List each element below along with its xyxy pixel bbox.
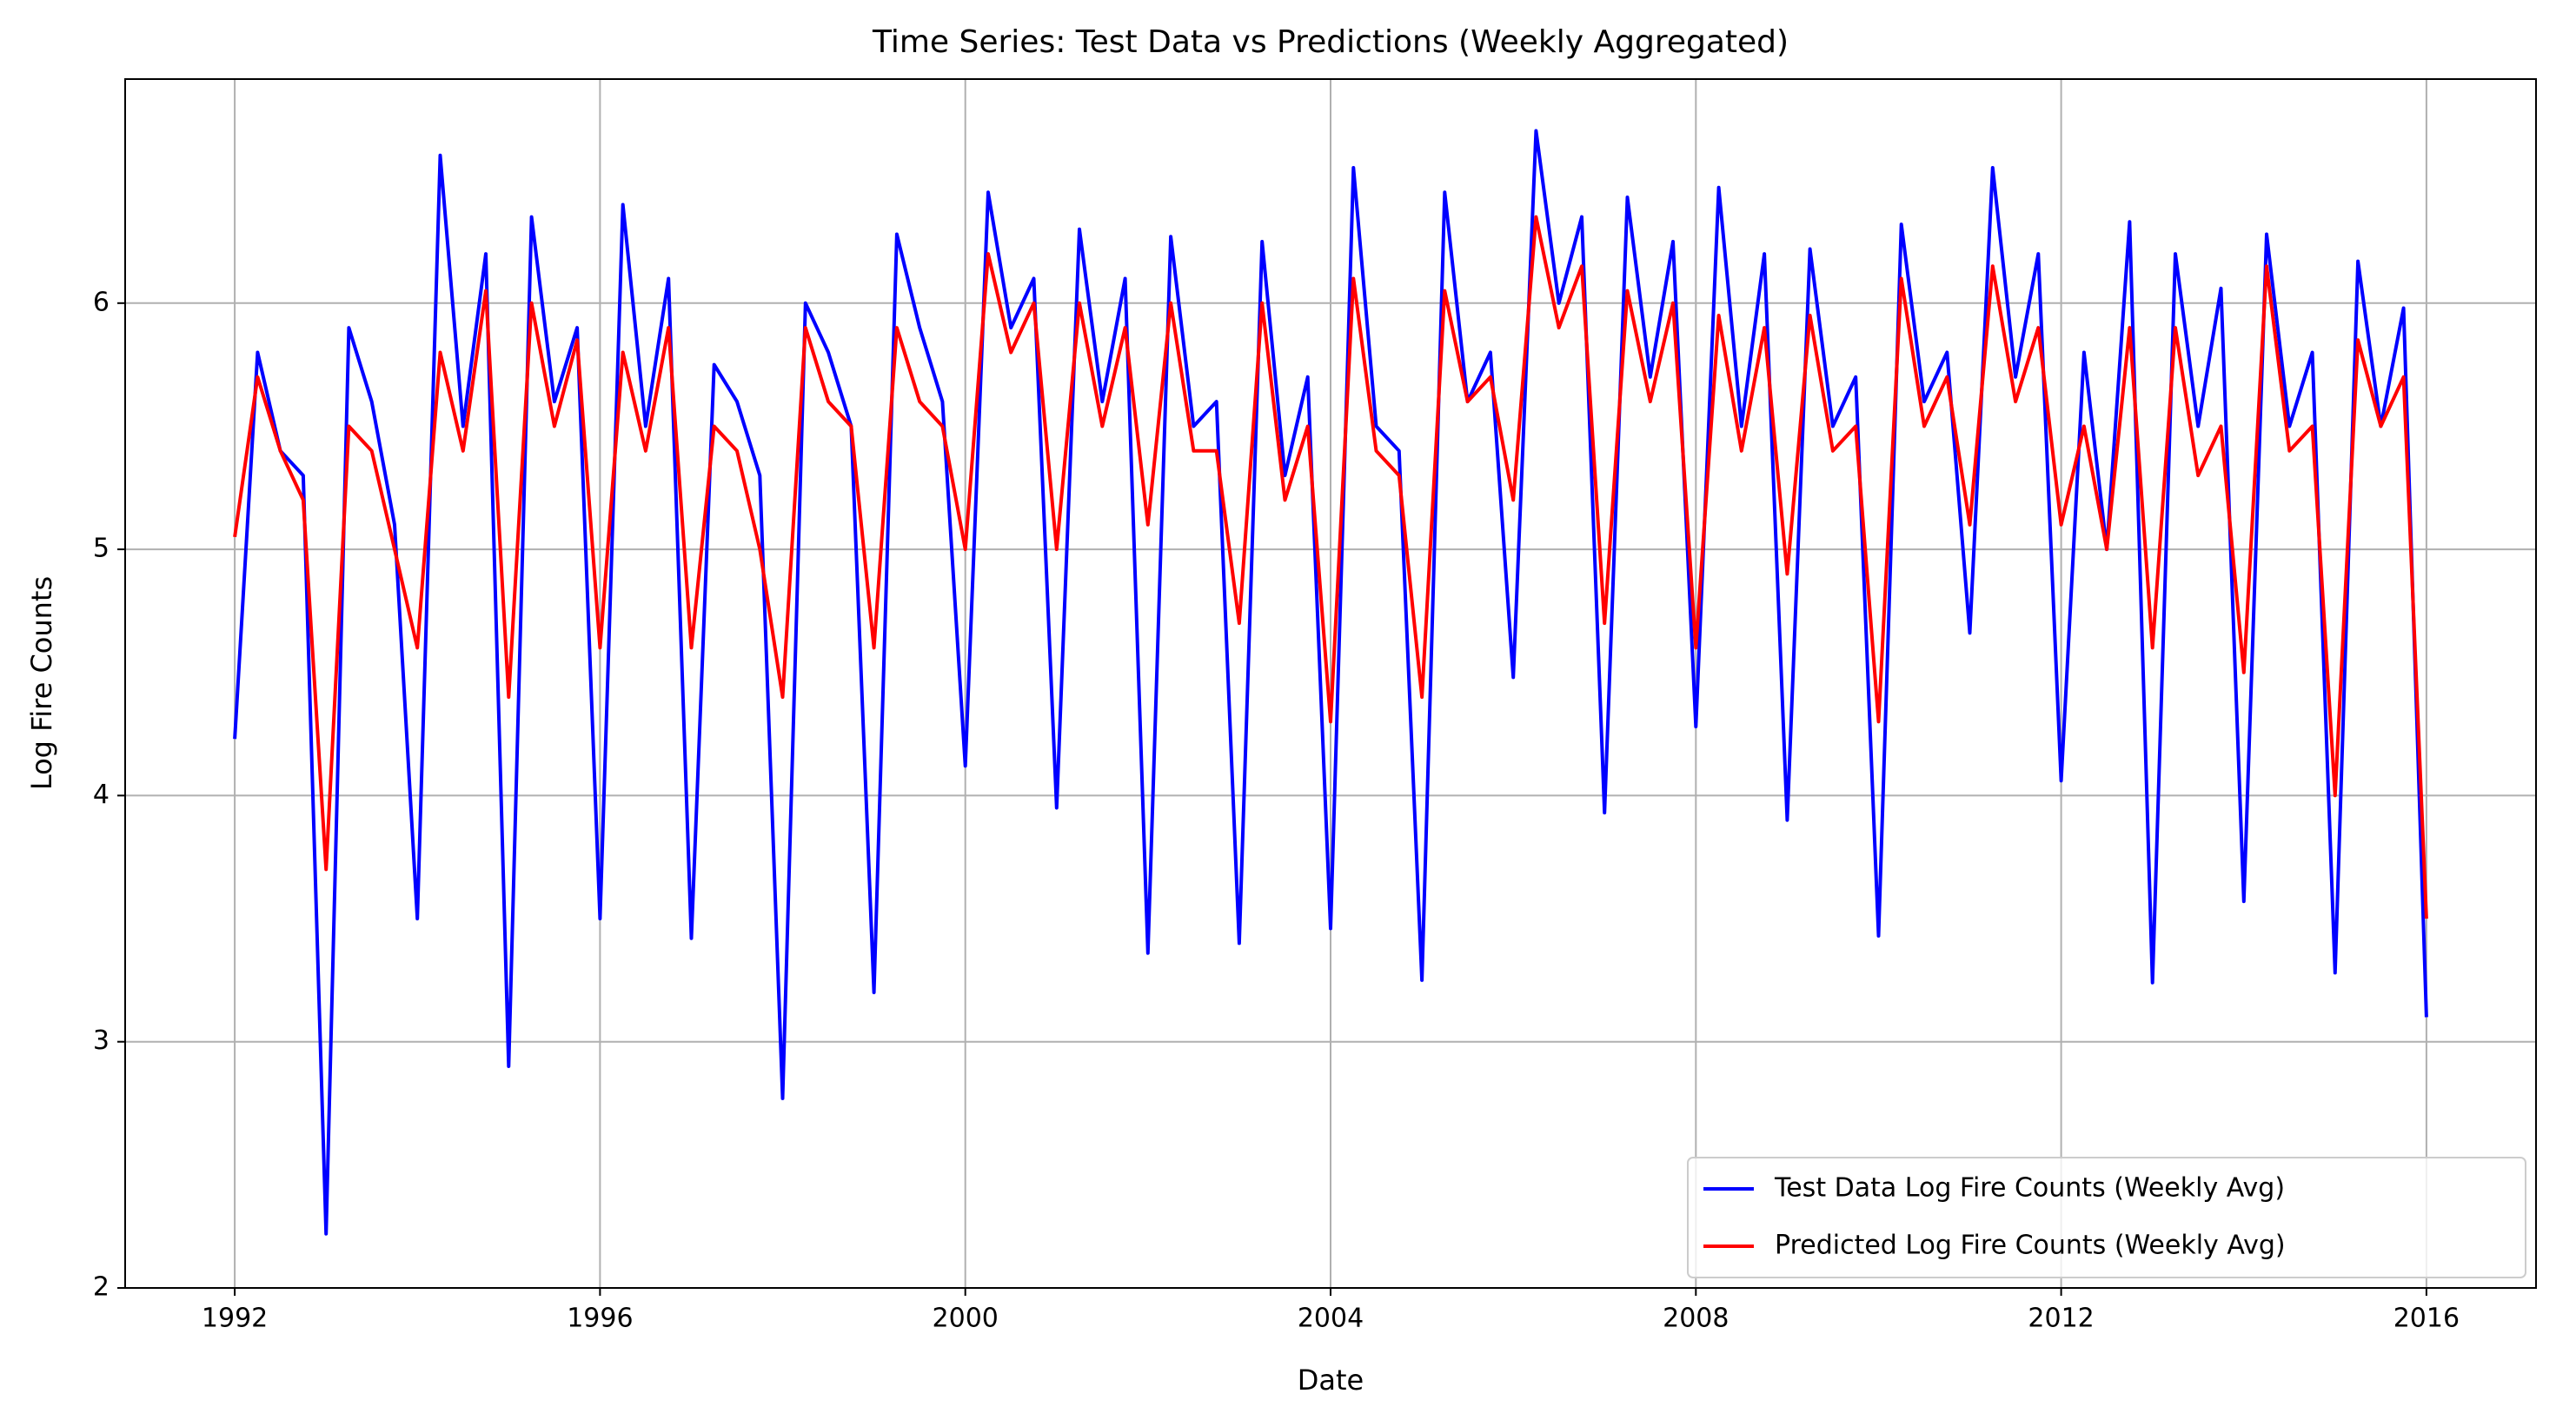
x-tick-label: 2012: [2028, 1304, 2094, 1334]
axes-frame: [124, 78, 2537, 1289]
series-line: [233, 129, 2428, 1236]
x-axis-label: Date: [1298, 1364, 1364, 1397]
x-tick-label: 1992: [202, 1304, 268, 1334]
x-tick-label: 2000: [933, 1304, 999, 1334]
y-tick-label: 4: [93, 780, 110, 810]
legend: Test Data Log Fire Counts (Weekly Avg) Pr…: [1687, 1157, 2526, 1278]
y-tick-label: 6: [93, 287, 110, 317]
legend-label: Predicted Log Fire Counts (Weekly Avg): [1775, 1231, 2286, 1261]
y-tick-label: 5: [93, 534, 110, 564]
y-tick-label: 2: [93, 1272, 110, 1303]
y-tick-label: 3: [93, 1025, 110, 1056]
x-tick-label: 2008: [1663, 1304, 1729, 1334]
y-axis-label: Log Fire Counts: [25, 576, 58, 790]
legend-label: Test Data Log Fire Counts (Weekly Avg): [1774, 1173, 2285, 1204]
series-line: [233, 215, 2428, 919]
x-tick-label: 2004: [1298, 1304, 1364, 1334]
chart-title: Time Series: Test Data vs Predictions (W…: [872, 24, 1789, 60]
x-tick-label: 2016: [2393, 1304, 2460, 1334]
legend-box: [1687, 1157, 2526, 1278]
x-tick-label: 1996: [567, 1304, 633, 1334]
